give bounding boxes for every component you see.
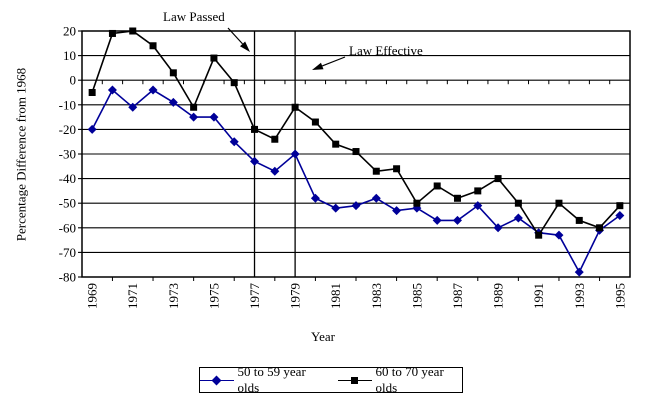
y-tick-label: -20 bbox=[59, 122, 76, 137]
data-point-diamond bbox=[209, 112, 219, 122]
y-tick-label: -40 bbox=[59, 171, 76, 186]
data-point-diamond bbox=[128, 102, 138, 112]
data-point-square bbox=[514, 199, 522, 207]
annotation-law-effective: Law Effective bbox=[349, 43, 423, 58]
data-point-square bbox=[129, 27, 137, 35]
data-point-diamond bbox=[290, 149, 300, 159]
x-tick-label: 1973 bbox=[166, 283, 181, 309]
data-point-square bbox=[271, 135, 279, 143]
legend-label-60-70: 60 to 70 year olds bbox=[375, 364, 444, 395]
data-point-square bbox=[291, 103, 299, 111]
x-tick-label: 1995 bbox=[612, 283, 627, 309]
y-tick-label: -10 bbox=[59, 97, 76, 112]
data-point-diamond bbox=[615, 211, 625, 220]
data-point-diamond bbox=[168, 97, 178, 107]
data-point-square bbox=[149, 42, 157, 50]
y-axis-title: Percentage Difference from 1968 bbox=[13, 67, 29, 242]
data-point-square bbox=[108, 29, 116, 37]
data-point-square bbox=[251, 125, 259, 133]
law-passed-arrow-head-icon bbox=[239, 41, 250, 52]
legend-item-50-59: 50 to 59 year olds bbox=[200, 364, 324, 396]
data-point-diamond bbox=[452, 215, 462, 225]
data-point-diamond bbox=[513, 213, 523, 223]
data-point-square bbox=[433, 182, 441, 190]
data-point-diamond bbox=[229, 137, 239, 147]
data-point-square bbox=[393, 165, 401, 173]
y-tick-label: 0 bbox=[70, 73, 77, 88]
data-point-diamond bbox=[310, 193, 320, 203]
data-point-square bbox=[372, 167, 380, 175]
data-point-square bbox=[596, 224, 604, 232]
legend-label-50-59: 50 to 59 year olds bbox=[237, 364, 306, 395]
data-point-diamond bbox=[250, 156, 260, 166]
data-point-diamond bbox=[473, 201, 483, 211]
data-point-square bbox=[169, 69, 177, 77]
x-tick-label: 1975 bbox=[206, 283, 221, 309]
data-point-diamond bbox=[554, 230, 564, 240]
x-axis-title: Year bbox=[311, 329, 335, 344]
data-point-diamond bbox=[107, 85, 117, 95]
data-point-diamond bbox=[331, 203, 341, 213]
data-point-square bbox=[210, 54, 218, 62]
data-point-square bbox=[311, 118, 319, 126]
series-line-50-59 bbox=[91, 88, 621, 274]
y-tick-label: -70 bbox=[59, 245, 76, 260]
y-tick-label: 20 bbox=[63, 24, 76, 39]
legend: 50 to 59 year olds 60 to 70 year olds bbox=[199, 364, 463, 396]
data-point-square bbox=[453, 194, 461, 202]
data-point-square bbox=[575, 216, 583, 224]
legend-marker-diamond-icon bbox=[200, 375, 234, 385]
y-tick-label: -50 bbox=[59, 196, 76, 211]
y-tick-label: -80 bbox=[59, 270, 76, 285]
law-passed-arrow-line bbox=[227, 27, 244, 45]
data-point-diamond bbox=[574, 267, 584, 277]
data-point-square bbox=[190, 103, 198, 111]
legend-item-60-70: 60 to 70 year olds bbox=[338, 364, 462, 396]
y-tick-label: 10 bbox=[63, 48, 76, 63]
data-point-diamond bbox=[371, 193, 381, 203]
data-point-diamond bbox=[432, 215, 442, 225]
legend-marker-square-icon bbox=[338, 376, 372, 385]
x-tick-label: 1993 bbox=[572, 283, 587, 309]
x-tick-label: 1983 bbox=[369, 283, 384, 309]
data-point-square bbox=[332, 140, 340, 148]
annotation-law-passed: Law Passed bbox=[163, 9, 225, 24]
x-tick-label: 1991 bbox=[531, 283, 546, 309]
data-point-diamond bbox=[270, 166, 280, 176]
data-point-diamond bbox=[87, 124, 97, 134]
data-point-square bbox=[474, 187, 482, 195]
data-point-diamond bbox=[148, 85, 158, 95]
y-tick-label: -60 bbox=[59, 220, 76, 235]
y-tick-label: -30 bbox=[59, 147, 76, 162]
data-point-square bbox=[413, 199, 421, 207]
x-tick-label: 1985 bbox=[409, 283, 424, 309]
data-point-square bbox=[555, 199, 563, 207]
data-point-square bbox=[616, 202, 624, 210]
data-point-square bbox=[535, 231, 543, 239]
x-tick-label: 1989 bbox=[491, 283, 506, 309]
data-point-square bbox=[494, 175, 502, 183]
data-point-diamond bbox=[189, 112, 199, 122]
x-tick-label: 1977 bbox=[247, 283, 262, 310]
data-point-square bbox=[352, 148, 360, 156]
data-point-square bbox=[230, 79, 238, 87]
data-point-diamond bbox=[392, 206, 402, 216]
law-effective-arrow-head-icon bbox=[312, 62, 324, 70]
x-tick-label: 1969 bbox=[85, 283, 100, 309]
x-tick-label: 1987 bbox=[450, 283, 465, 310]
data-point-diamond bbox=[493, 223, 503, 233]
x-tick-label: 1979 bbox=[288, 283, 303, 309]
data-point-square bbox=[88, 89, 96, 96]
x-tick-label: 1981 bbox=[328, 283, 343, 309]
law-effective-arrow-line bbox=[322, 56, 346, 67]
x-tick-label: 1971 bbox=[125, 283, 140, 309]
data-point-diamond bbox=[351, 201, 361, 211]
